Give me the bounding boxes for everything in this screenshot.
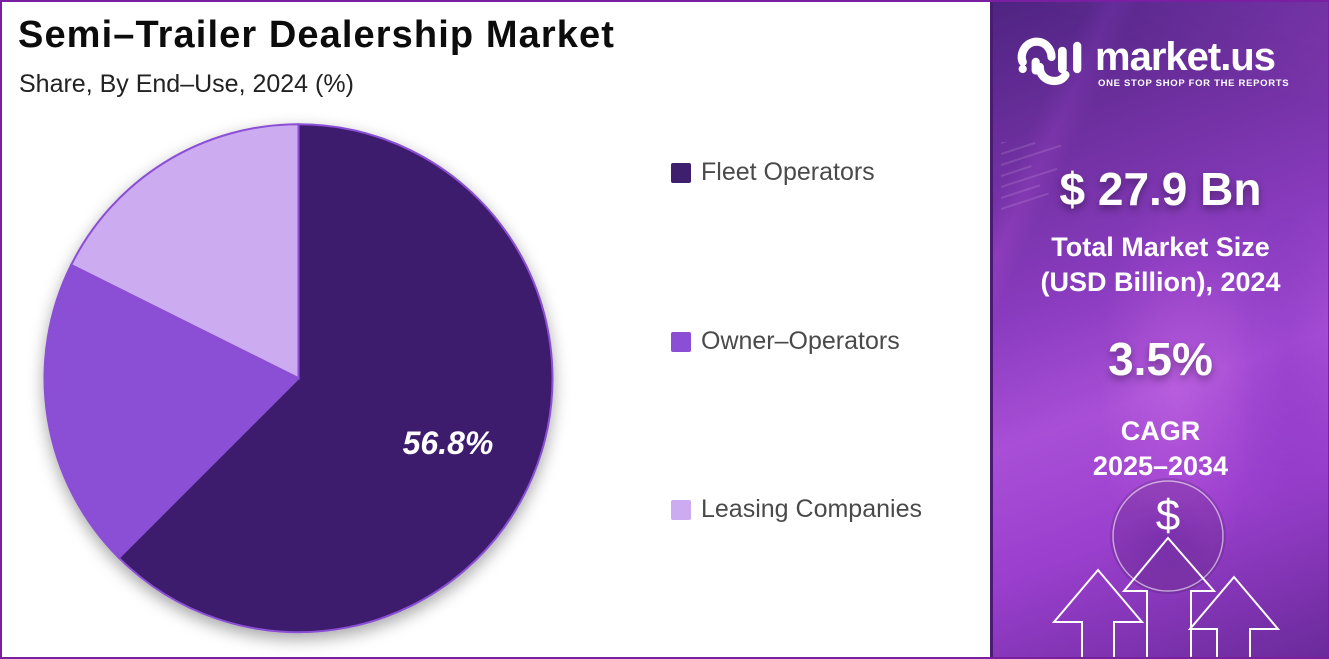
svg-text:56.8%: 56.8%: [403, 425, 494, 461]
svg-text:$: $: [1156, 491, 1180, 540]
